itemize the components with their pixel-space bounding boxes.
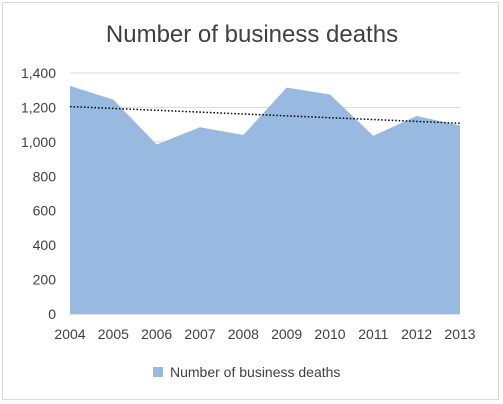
chart-title: Number of business deaths xyxy=(106,21,398,48)
y-tick-label: 200 xyxy=(33,272,57,288)
y-tick-label: 600 xyxy=(33,203,57,219)
x-tick-label: 2007 xyxy=(184,326,215,342)
y-tick-label: 1,200 xyxy=(21,99,56,115)
x-tick-label: 2011 xyxy=(358,326,388,342)
x-tick-label: 2004 xyxy=(54,326,85,342)
x-tick-label: 2006 xyxy=(141,326,172,342)
x-tick-label: 2012 xyxy=(401,326,432,342)
area-series-number-of-business-deaths xyxy=(70,85,460,315)
legend-swatch xyxy=(153,367,163,377)
x-tick-label: 2009 xyxy=(271,326,302,342)
x-tick-label: 2013 xyxy=(444,326,475,342)
y-tick-label: 0 xyxy=(48,306,56,322)
y-tick-label: 400 xyxy=(33,237,57,253)
x-tick-label: 2008 xyxy=(228,326,259,342)
y-tick-labels: 0 200 400 600 800 1,000 1,200 1,400 xyxy=(21,65,56,322)
x-tick-label: 2005 xyxy=(98,326,129,342)
legend-label: Number of business deaths xyxy=(170,364,340,380)
y-tick-label: 1,400 xyxy=(21,65,56,81)
area-series xyxy=(70,85,460,315)
x-tick-labels: 2004 2005 2006 2007 2008 2009 2010 2011 2012 2013 xyxy=(54,326,475,342)
legend: Number of business deaths xyxy=(153,364,340,380)
y-tick-label: 800 xyxy=(33,168,57,184)
y-tick-label: 1,000 xyxy=(21,134,56,150)
x-tick-label: 2010 xyxy=(314,326,345,342)
